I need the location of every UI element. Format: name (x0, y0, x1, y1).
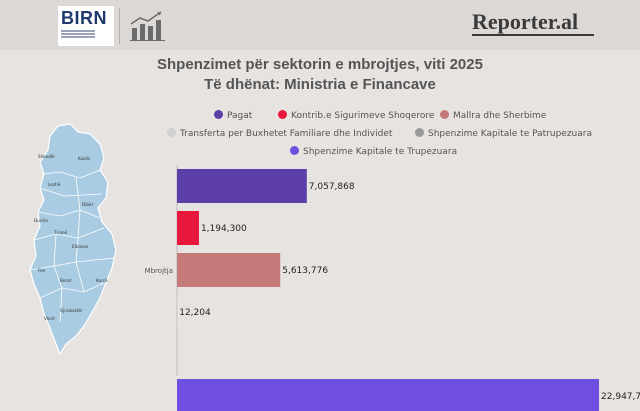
legend-dot-kontributet (278, 110, 287, 119)
bar-2 (177, 253, 281, 287)
bar-value-label-2: 5,613,776 (282, 266, 328, 276)
map-label-kukes: Kukës (78, 156, 90, 161)
logo-divider (119, 8, 120, 44)
header-bar: BIRN Reporter.al (0, 0, 640, 50)
legend-dot-transferta (167, 128, 176, 137)
legend-item-kontributet: Kontrib.e Sigurimeve Shoqerore (278, 110, 434, 122)
birn-logo-text: BIRN (61, 8, 107, 28)
bar-value-label-3: 12,204 (179, 308, 211, 318)
bar-value-label-0: 7,057,868 (309, 182, 355, 192)
bar-0 (177, 169, 307, 203)
legend-label-pagat: Pagat (227, 111, 253, 121)
bar-1 (177, 211, 199, 245)
legend-dot-mallra (440, 110, 449, 119)
map-label-fier: Fier (38, 268, 46, 273)
legend-dot-patrupezuara (415, 128, 424, 137)
map-label-berat: Berat (60, 278, 72, 283)
map-label-korce: Korçë (96, 278, 108, 283)
legend-dot-pagat (214, 110, 223, 119)
map-label-shkoder: Shkodër (38, 154, 55, 159)
chart-title: Shpenzimet për sektorin e mbrojtjes, vit… (157, 56, 483, 73)
legend-dot-trupezuara (290, 146, 299, 155)
albania-map: Shkodër Kukës Lezhë Dibër Durrës Tiranë … (29, 123, 117, 356)
legend-label-trupezuara: Shpenzime Kapitale te Trupezuara (303, 147, 458, 157)
legend-item-patrupezuara: Shpenzime Kapitale te Patrupezuara (415, 128, 592, 140)
map-label-vlore: Vlorë (44, 316, 55, 321)
map-label-diber: Dibër (82, 202, 94, 207)
legend-item-mallra: Mallra dhe Sherbime (440, 110, 546, 122)
bar-value-label-5: 22,947,796 (601, 392, 640, 402)
legend-label-mallra: Mallra dhe Sherbime (453, 111, 547, 121)
birn-logo-tagline-lines (61, 30, 95, 40)
bar-chart-icon (130, 11, 165, 41)
bar-value-label-1: 1,194,300 (201, 224, 247, 234)
legend-label-kontributet: Kontrib.e Sigurimeve Shoqerore (291, 111, 435, 121)
map-label-tirane: Tiranë (53, 230, 68, 235)
reporter-logo: Reporter.al (472, 10, 594, 36)
map-label-durres: Durrës (34, 218, 48, 223)
bar-3 (177, 295, 178, 329)
legend-item-transferta: Transferta per Buxhetet Familiare dhe In… (167, 128, 392, 140)
map-label-lezhe: Lezhë (48, 182, 61, 187)
legend-label-patrupezuara: Shpenzime Kapitale te Patrupezuara (428, 129, 592, 139)
map-label-gjirokaster: Gjirokastër (60, 308, 83, 313)
category-label: Mbrojtja (145, 267, 173, 275)
bar-5 (177, 379, 600, 411)
albania-map-shape (29, 123, 117, 356)
legend-item-pagat: Pagat (214, 110, 252, 122)
birn-logo: BIRN (58, 6, 114, 46)
chart-subtitle: Të dhënat: Ministria e Financave (204, 76, 436, 93)
map-label-elbasan: Elbasan (72, 244, 89, 249)
legend-label-transferta: Transferta per Buxhetet Familiare dhe In… (180, 129, 393, 139)
legend-item-trupezuara: Shpenzime Kapitale te Trupezuara (290, 146, 457, 158)
